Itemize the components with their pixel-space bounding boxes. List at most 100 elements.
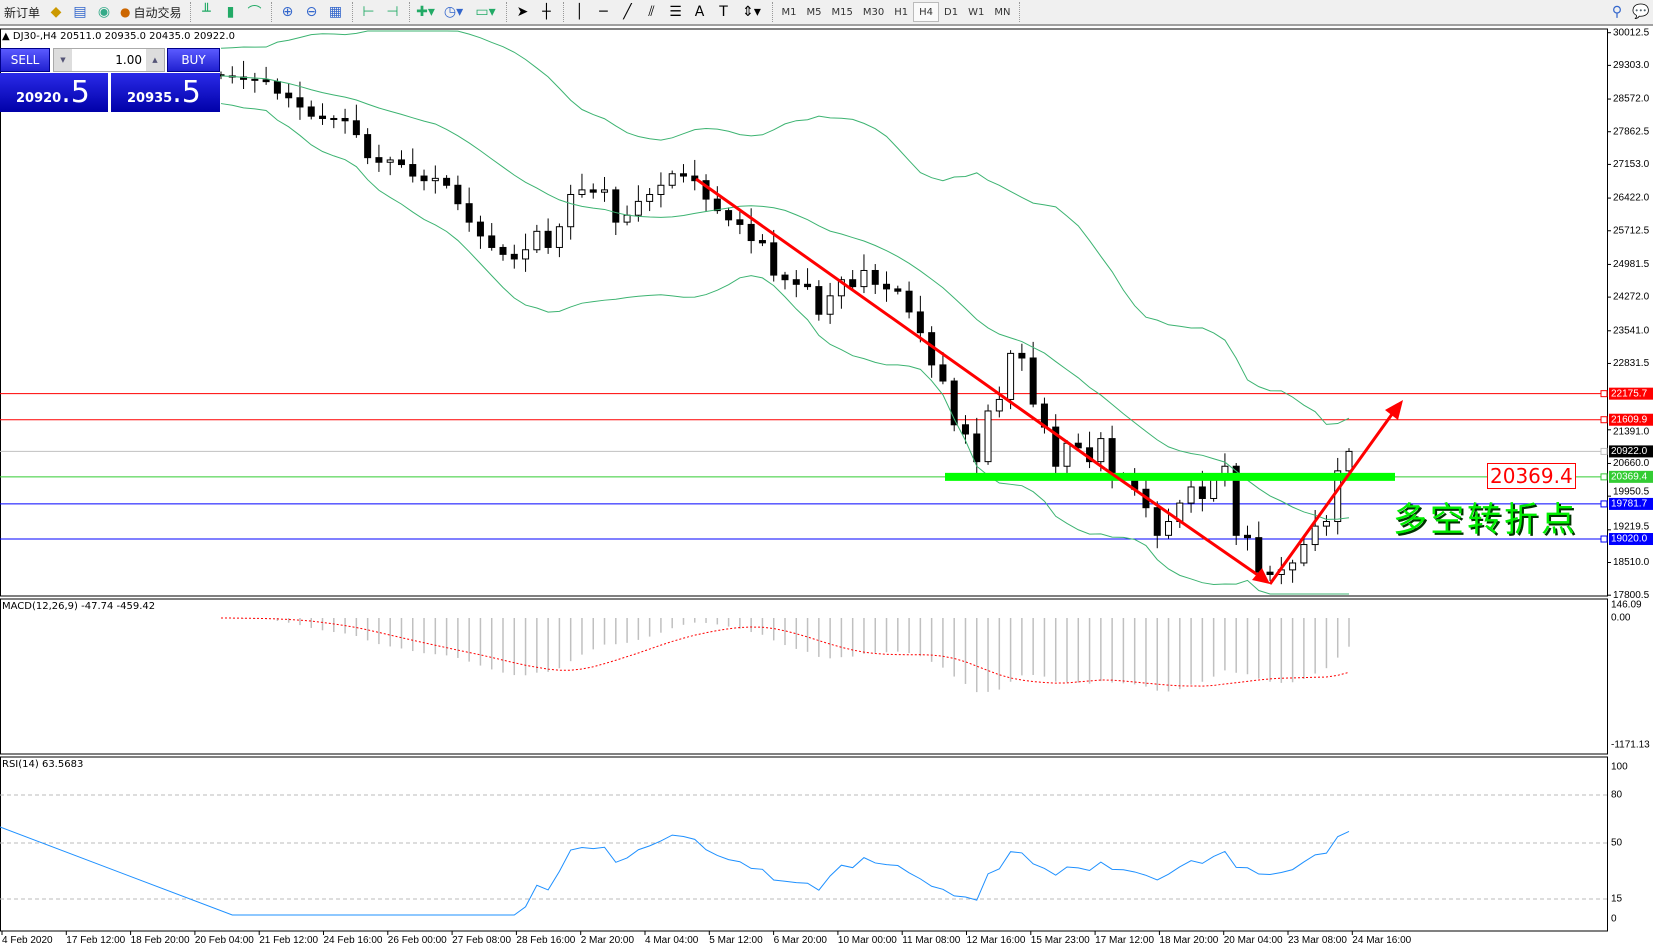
timeframe-m1[interactable]: M1: [781, 6, 797, 18]
price-axis-label: 24981.5: [1613, 259, 1650, 270]
new-order-button[interactable]: 新订单: [0, 1, 44, 23]
auto-trading-button[interactable]: ● 自动交易: [116, 1, 186, 23]
candle-body: [657, 184, 665, 195]
templates-icon[interactable]: ▭▾: [475, 4, 496, 20]
timeframe-h1[interactable]: H1: [894, 6, 909, 18]
candle: [679, 164, 687, 183]
price-axis-label: 30012.5: [1613, 27, 1650, 38]
lot-decrease-button[interactable]: ▼: [54, 49, 72, 71]
arrows-icon[interactable]: ⇕▾: [742, 4, 761, 20]
timeframe-m30[interactable]: M30: [862, 6, 885, 18]
cursor-icon[interactable]: ➤: [516, 4, 529, 20]
line-chart-icon[interactable]: ⌒: [247, 5, 262, 21]
candle: [815, 280, 823, 321]
candle-body: [589, 189, 597, 193]
zoom-in-icon[interactable]: ⊕: [281, 4, 294, 20]
candlestick-icon[interactable]: ▮: [226, 4, 235, 20]
candle-body: [1345, 450, 1353, 472]
periods-icon[interactable]: ◷▾: [443, 4, 464, 20]
candle-body: [1187, 486, 1195, 504]
separator: [189, 2, 191, 22]
price-tag-bg: [1609, 497, 1653, 510]
chat-icon[interactable]: 💬: [1632, 4, 1650, 20]
timeframe-mn[interactable]: MN: [994, 6, 1011, 18]
trendline-icon[interactable]: ╱: [623, 4, 632, 20]
search-icon[interactable]: ⚲: [1611, 4, 1623, 20]
timeframe-h4[interactable]: H4: [913, 2, 940, 22]
candle-body: [1210, 479, 1218, 499]
candle: [995, 386, 1003, 418]
candle: [285, 83, 293, 108]
time-axis-label: 26 Feb 00:00: [388, 935, 447, 946]
vertical-line-icon[interactable]: │: [575, 4, 584, 20]
candle-body: [386, 159, 394, 163]
bollinger-upper: [220, 30, 1350, 425]
price-axis-label: 17800.5: [1613, 590, 1650, 601]
timeframe-m15[interactable]: M15: [831, 6, 853, 18]
history-center-icon[interactable]: ◆: [50, 4, 62, 20]
timeframe-bar: M1 M5 M15 M30 H1 H4 D1 W1 MN: [777, 2, 1016, 22]
ask-price-big: .5: [172, 75, 201, 110]
price-tag: 19781.7: [1611, 499, 1648, 510]
candle-body: [1165, 521, 1173, 536]
candle-body: [950, 380, 958, 426]
horizontal-line-icon[interactable]: ─: [599, 4, 608, 20]
candle: [1221, 453, 1229, 487]
timeframe-d1[interactable]: D1: [944, 6, 959, 18]
downtrend-line: [695, 177, 1106, 471]
candle: [668, 170, 676, 189]
crosshair-icon[interactable]: ┼: [542, 4, 551, 20]
rsi-axis-label: 80: [1611, 790, 1623, 801]
new-order-label: 新订单: [4, 5, 41, 20]
candle-body: [612, 189, 620, 223]
candle-body: [668, 173, 676, 186]
macd-axis-label: -1171.13: [1611, 740, 1650, 751]
timeframe-m5[interactable]: M5: [806, 6, 822, 18]
price-axis-label: 19219.5: [1613, 522, 1650, 533]
candle: [646, 188, 654, 212]
timeframe-w1[interactable]: W1: [968, 6, 985, 18]
macd-label: MACD(12,26,9) -47.74 -459.42: [2, 601, 156, 612]
uptrend-arrow: [1268, 409, 1397, 585]
autoscroll-icon[interactable]: ⊢: [362, 4, 375, 20]
candle: [533, 224, 541, 253]
bid-price[interactable]: 20920.5: [0, 73, 108, 112]
market-watch-icon[interactable]: ▤: [73, 4, 87, 20]
time-axis-label: 28 Feb 16:00: [516, 935, 575, 946]
lot-size-stepper[interactable]: ▼ 1.00 ▲: [53, 48, 165, 72]
indicators-icon[interactable]: ✚▾: [416, 4, 435, 20]
candle-body: [533, 230, 541, 251]
sell-button[interactable]: SELL: [0, 48, 50, 72]
signals-icon[interactable]: ◉: [97, 4, 111, 20]
rsi-axis-label: 50: [1611, 838, 1623, 849]
price-tag-bg: [1609, 533, 1653, 546]
candle-body: [634, 200, 642, 216]
chart-shift-icon[interactable]: ⊣: [386, 4, 399, 20]
lot-increase-button[interactable]: ▲: [146, 49, 164, 71]
tile-windows-icon[interactable]: ▦: [328, 4, 343, 20]
candle: [905, 281, 913, 319]
candle: [601, 176, 609, 202]
candle-body: [1029, 357, 1037, 405]
ask-price[interactable]: 20935.5: [111, 73, 220, 112]
text-icon[interactable]: A: [694, 4, 705, 20]
time-axis-label: 6 Mar 20:00: [774, 935, 828, 946]
buy-button[interactable]: BUY: [167, 48, 220, 72]
zoom-out-icon[interactable]: ⊖: [305, 4, 318, 20]
fibonacci-icon[interactable]: ☰: [669, 4, 682, 20]
line-handle: [1600, 390, 1608, 398]
bar-chart-icon[interactable]: ╨: [202, 4, 211, 20]
candle: [984, 404, 992, 465]
candle-body: [646, 193, 654, 202]
equidistant-channel-icon[interactable]: ⫽: [648, 4, 655, 20]
candle-body: [1074, 442, 1082, 449]
candle-body: [431, 177, 439, 182]
line-handle: [1600, 535, 1608, 543]
candle-body: [1322, 521, 1330, 527]
candle-body: [1255, 537, 1263, 573]
candle: [883, 271, 891, 302]
price-axis-label: 27862.5: [1613, 126, 1650, 137]
text-label-icon[interactable]: T: [719, 4, 728, 20]
lot-size-value[interactable]: 1.00: [115, 53, 142, 67]
